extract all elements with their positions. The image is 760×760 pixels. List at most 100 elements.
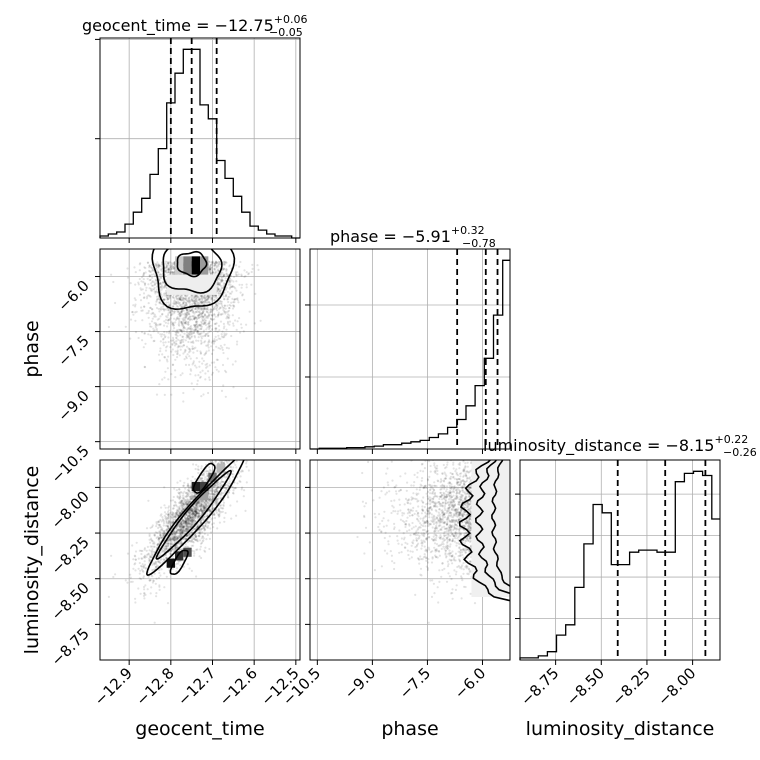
scatter-point — [132, 304, 135, 307]
scatter-point — [190, 295, 193, 298]
scatter-point — [172, 322, 175, 325]
scatter-point — [208, 314, 211, 317]
scatter-point — [196, 383, 199, 386]
scatter-point — [207, 334, 210, 337]
scatter-point — [151, 288, 154, 291]
scatter-point — [198, 509, 201, 513]
scatter-point — [204, 298, 207, 301]
scatter-point — [178, 298, 181, 301]
scatter-point — [217, 287, 220, 290]
scatter-point — [195, 357, 198, 360]
scatter-point — [195, 548, 198, 551]
scatter-point — [216, 499, 219, 502]
scatter-point — [152, 273, 155, 276]
scatter-point — [184, 487, 187, 490]
scatter-point — [193, 318, 196, 321]
scatter-point — [168, 268, 171, 271]
scatter-point — [188, 511, 191, 514]
scatter-point — [178, 511, 181, 514]
scatter-point — [175, 538, 178, 541]
scatter-point — [179, 523, 182, 526]
scatter-point — [195, 310, 198, 313]
scatter-point — [244, 275, 247, 278]
scatter-point — [172, 324, 175, 327]
scatter-point — [190, 327, 193, 330]
scatter-point — [167, 521, 171, 525]
scatter-point — [198, 324, 201, 327]
scatter-point — [217, 264, 220, 267]
scatter-point — [182, 500, 185, 503]
scatter-point — [193, 315, 196, 318]
scatter-point — [215, 304, 218, 307]
scatter-point — [185, 524, 188, 527]
scatter-point — [194, 328, 197, 331]
scatter-point — [193, 318, 196, 321]
scatter-point — [216, 456, 218, 458]
scatter-point — [143, 305, 146, 308]
scatter-point — [217, 283, 220, 286]
scatter-point — [217, 513, 220, 516]
scatter-point — [201, 531, 204, 534]
scatter-point — [166, 510, 170, 514]
scatter-point — [199, 313, 202, 316]
scatter-point — [162, 344, 165, 347]
scatter-point — [203, 549, 206, 552]
scatter-point — [224, 443, 226, 445]
scatter-point — [166, 528, 169, 532]
scatter-point — [149, 541, 152, 544]
scatter-point — [178, 298, 181, 301]
scatter-point — [225, 261, 228, 264]
scatter-point — [196, 512, 199, 515]
scatter-point — [167, 378, 170, 381]
scatter-point — [167, 509, 170, 512]
scatter-point — [195, 575, 198, 578]
scatter-point — [200, 341, 203, 344]
scatter-point — [169, 543, 173, 546]
scatter-point — [189, 511, 192, 514]
scatter-point — [182, 400, 185, 403]
scatter-point — [200, 342, 203, 345]
scatter-point — [165, 301, 168, 304]
scatter-point — [179, 345, 182, 348]
scatter-point — [225, 273, 228, 276]
scatter-point — [190, 519, 193, 522]
scatter-point — [150, 336, 153, 339]
scatter-point — [226, 298, 230, 301]
scatter-point — [193, 334, 196, 338]
scatter-point — [191, 495, 194, 498]
scatter-point — [195, 527, 198, 530]
scatter-point — [182, 301, 186, 304]
scatter-point — [218, 521, 221, 524]
scatter-point — [220, 302, 223, 306]
scatter-point — [171, 567, 174, 571]
scatter-point — [202, 315, 205, 318]
scatter-point — [208, 490, 211, 493]
scatter-point — [191, 519, 194, 523]
scatter-point — [223, 486, 226, 489]
scatter-point — [187, 336, 190, 339]
scatter-point — [209, 510, 212, 513]
scatter-point — [193, 510, 197, 513]
scatter-point — [213, 307, 216, 310]
scatter-point — [180, 520, 183, 523]
scatter-point — [175, 297, 178, 300]
scatter-point — [171, 343, 174, 346]
scatter-point — [142, 570, 145, 573]
scatter-point — [134, 331, 138, 334]
scatter-point — [196, 516, 199, 519]
scatter-point — [199, 297, 202, 300]
scatter-point — [184, 517, 188, 520]
scatter-point — [195, 303, 198, 306]
scatter-point — [165, 292, 168, 295]
scatter-point — [170, 266, 173, 269]
scatter-point — [165, 308, 168, 311]
scatter-point — [189, 300, 192, 303]
scatter-point — [189, 498, 192, 501]
scatter-point — [182, 318, 185, 321]
scatter-point — [186, 489, 189, 492]
scatter-point — [222, 327, 225, 330]
scatter-point — [204, 334, 207, 337]
scatter-point — [190, 513, 193, 516]
scatter-point — [189, 508, 193, 511]
scatter-point — [198, 299, 202, 302]
